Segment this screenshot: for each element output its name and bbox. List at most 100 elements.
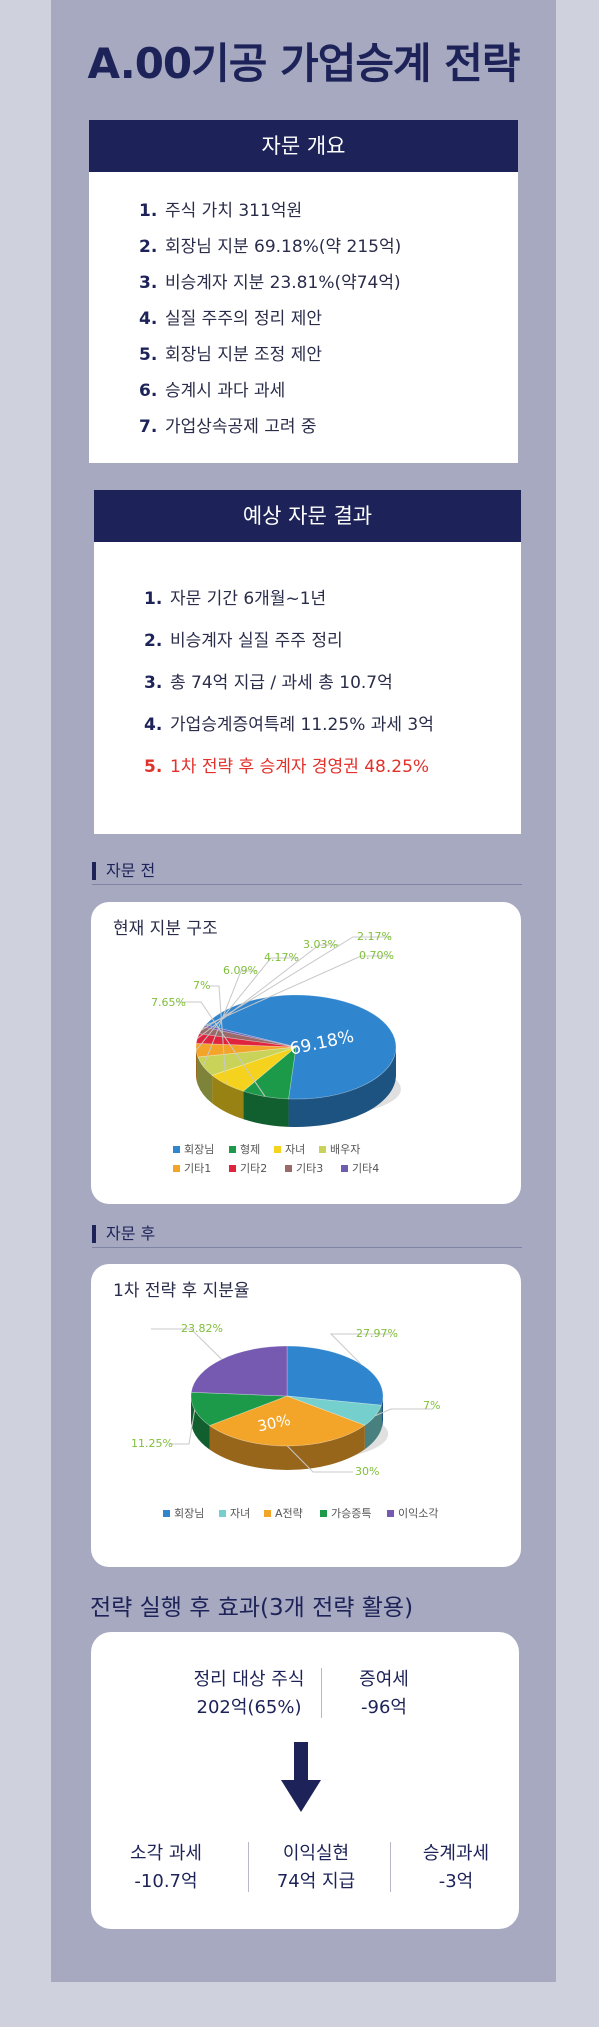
list-item: 5. 회장님 지분 조정 제안 bbox=[139, 345, 322, 365]
leader-line bbox=[151, 1328, 223, 1360]
legend-swatch bbox=[264, 1510, 271, 1517]
leader-line bbox=[204, 955, 391, 1027]
data-label: 30% bbox=[355, 1465, 379, 1478]
leader-line bbox=[286, 1445, 353, 1473]
data-label: 6.09% bbox=[223, 964, 258, 977]
data-label: 7.65% bbox=[151, 996, 186, 1009]
leader-line bbox=[195, 957, 297, 1051]
list-item: 2. 회장님 지분 69.18%(약 215억) bbox=[139, 237, 402, 257]
list-item: 4. 실질 주주의 정리 제안 bbox=[139, 309, 322, 329]
effect-label: 승계과세 bbox=[422, 1843, 490, 1864]
effect-label: 이익실현 bbox=[282, 1843, 350, 1864]
list-item: 2. 비승계자 실질 주주 정리 bbox=[144, 631, 343, 651]
down-arrow-icon bbox=[281, 1742, 321, 1812]
data-label: 0.70% bbox=[359, 949, 394, 962]
legend-swatch bbox=[173, 1146, 180, 1153]
section-divider bbox=[92, 1247, 522, 1248]
effect-value: 202억(65%) bbox=[196, 1697, 302, 1718]
list-item: 3. 총 74억 지급 / 과세 총 10.7억 bbox=[144, 673, 393, 693]
legend-item: 기타4 bbox=[352, 1162, 379, 1175]
chart-title: 1차 전략 후 지분율 bbox=[113, 1281, 250, 1301]
leader-line bbox=[201, 936, 391, 1031]
section-label-before: 자문 전 bbox=[92, 862, 155, 880]
legend-swatch bbox=[274, 1146, 281, 1153]
data-label: 11.25% bbox=[131, 1437, 173, 1450]
list-item: 6. 승계시 과다 과세 bbox=[139, 381, 286, 401]
list-item: 4. 가업승계증여특례 11.25% 과세 3억 bbox=[144, 715, 434, 735]
effect-label: 소각 과세 bbox=[130, 1843, 202, 1864]
legend-swatch bbox=[285, 1165, 292, 1172]
data-label: 4.17% bbox=[264, 951, 299, 964]
legend-item: 기타1 bbox=[184, 1162, 211, 1175]
effect-cell-cancel-tax: 소각 과세 -10.7억 bbox=[111, 1840, 221, 1896]
data-label: 3.03% bbox=[303, 938, 338, 951]
effect-label: 정리 대상 주식 bbox=[193, 1669, 305, 1690]
pie-slice-A전략 bbox=[208, 1395, 366, 1447]
legend-swatch bbox=[319, 1146, 326, 1153]
effect-cell-succession-tax: 승계과세 -3억 bbox=[406, 1840, 506, 1896]
list-item: 1. 주식 가치 311억원 bbox=[139, 201, 303, 221]
effect-cell-profit: 이익실현 74억 지급 bbox=[261, 1840, 371, 1896]
leader-line bbox=[202, 970, 256, 1067]
legend-item: 이익소각 bbox=[398, 1507, 438, 1520]
legend-swatch bbox=[173, 1165, 180, 1172]
pie-slice-회장님 bbox=[286, 1345, 384, 1406]
legend-swatch bbox=[341, 1165, 348, 1172]
effect-value: -96억 bbox=[361, 1697, 407, 1718]
effect-cell-gift-tax: 증여세 -96억 bbox=[339, 1666, 429, 1722]
page-title: A.00기공 가업승계 전략 bbox=[87, 39, 520, 88]
legend-item: 형제 bbox=[240, 1143, 260, 1156]
effect-label: 증여세 bbox=[359, 1669, 409, 1690]
list-item: 7. 가업상속공제 고려 중 bbox=[139, 417, 317, 437]
section-divider bbox=[92, 884, 522, 885]
list-item-highlight: 5. 1차 전략 후 승계자 경영권 48.25% bbox=[144, 757, 430, 777]
pie-chart-current: 69.18%7.65%7%6.09%4.17%3.03%2.17%0.70%회장… bbox=[151, 930, 401, 1175]
legend-swatch bbox=[229, 1165, 236, 1172]
data-label: 23.82% bbox=[181, 1322, 223, 1335]
legend-item: 회장님 bbox=[184, 1143, 214, 1156]
leader-line bbox=[329, 1333, 391, 1365]
chart-card-after: 1차 전략 후 지분율 30% 27.97% 7% 30% 11.25% 23.82% 회장… bbox=[91, 1264, 521, 1567]
leader-line bbox=[375, 1408, 433, 1417]
effects-heading: 전략 실행 후 효과(3개 전략 활용) bbox=[90, 1595, 414, 1621]
legend-item: 자녀 bbox=[285, 1143, 305, 1156]
pie-slice-가승증특 bbox=[190, 1391, 288, 1426]
legend-item: A전략 bbox=[275, 1507, 303, 1520]
pie-slice-자녀 bbox=[286, 1395, 382, 1426]
legend-item: 자녀 bbox=[230, 1507, 250, 1520]
results-box: 예상 자문 결과 1. 자문 기간 6개월~1년 2. 비승계자 실질 주주 정리 … bbox=[94, 490, 521, 834]
pie-slice-이익소각 bbox=[190, 1345, 288, 1397]
section-label-after: 자문 후 bbox=[92, 1225, 155, 1243]
pie-slice-side bbox=[243, 1091, 289, 1127]
divider bbox=[321, 1668, 322, 1718]
legend-swatch bbox=[320, 1510, 327, 1517]
pie-slice-side bbox=[288, 1047, 396, 1127]
data-label: 7% bbox=[193, 979, 210, 992]
legend-item: 가승증특 bbox=[331, 1507, 371, 1520]
effect-value: 74억 지급 bbox=[276, 1871, 356, 1892]
list-item: 3. 비승계자 지분 23.81%(약74억) bbox=[139, 273, 401, 293]
pie-slice-side bbox=[191, 1396, 210, 1450]
legend-swatch bbox=[219, 1510, 226, 1517]
overview-heading: 자문 개요 bbox=[89, 120, 518, 172]
legend-item: 기타3 bbox=[296, 1162, 323, 1175]
chart-card-before: 현재 지분 구조 69.18% 7.65% 7% 6.09% 4.17% 3.03% 2.1… bbox=[91, 902, 521, 1204]
legend-item: 회장님 bbox=[174, 1507, 204, 1520]
legend-item: 배우자 bbox=[330, 1143, 360, 1156]
pie-slice-side bbox=[209, 1425, 365, 1470]
effects-box: 정리 대상 주식 202억(65%) 증여세 -96억 소각 과세 -10.7억… bbox=[91, 1632, 519, 1929]
effect-value: -10.7억 bbox=[134, 1871, 198, 1892]
divider bbox=[390, 1842, 391, 1892]
divider bbox=[248, 1842, 249, 1892]
leader-line bbox=[169, 1409, 196, 1445]
effect-cell-shares: 정리 대상 주식 202억(65%) bbox=[169, 1666, 329, 1722]
data-label: 27.97% bbox=[356, 1327, 398, 1340]
overview-box: 자문 개요 1. 주식 가치 311억원 2. 회장님 지분 69.18%(약 21… bbox=[89, 120, 518, 463]
legend-swatch bbox=[229, 1146, 236, 1153]
pie-slice-side bbox=[197, 1056, 213, 1104]
leader-line bbox=[209, 985, 227, 1085]
data-label: 7% bbox=[423, 1399, 440, 1412]
pie-slice-기타1 bbox=[195, 1043, 297, 1058]
leader-line bbox=[176, 1001, 266, 1097]
effect-value: -3억 bbox=[438, 1871, 474, 1892]
